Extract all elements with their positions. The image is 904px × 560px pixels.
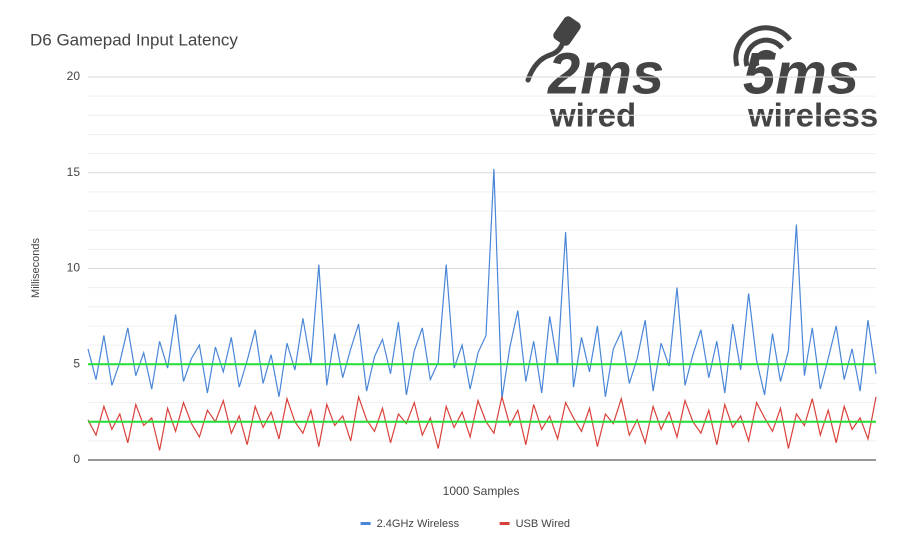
x-axis-label: 1000 Samples — [443, 484, 520, 498]
wireless-icon — [733, 25, 793, 67]
y-tick-label: 15 — [67, 165, 81, 179]
badge-value: 5ms — [743, 41, 859, 106]
series-line — [87, 394, 877, 451]
y-tick-label: 0 — [73, 452, 80, 466]
y-tick-label: 5 — [73, 356, 80, 370]
y-tick-label: 20 — [67, 69, 81, 83]
legend-swatch — [360, 522, 371, 525]
y-tick-label: 10 — [67, 261, 81, 275]
series-line — [87, 168, 877, 399]
badge-value: 2ms — [547, 41, 664, 106]
cable-icon — [525, 16, 581, 83]
legend-swatch — [499, 522, 510, 525]
y-axis-label: Milliseconds — [30, 238, 42, 298]
legend-label: 2.4GHz Wireless — [377, 518, 460, 530]
legend-label: USB Wired — [516, 518, 570, 530]
chart-title: D6 Gamepad Input Latency — [30, 30, 238, 49]
